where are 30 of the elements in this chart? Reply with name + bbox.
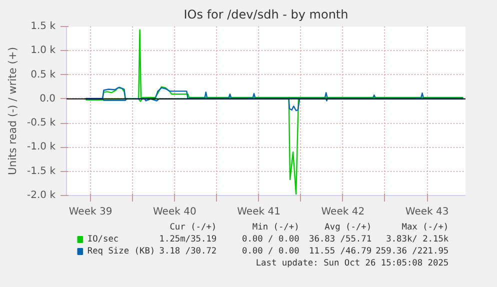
text: Max (-/+) — [402, 222, 449, 232]
y-tick-label: 1.5 k — [30, 21, 56, 32]
y-tick-label: 0.0 — [40, 93, 56, 104]
text: 0.00 / 0.00 — [242, 234, 300, 244]
x-tick-label: Week 41 — [237, 206, 280, 218]
y-tick-label: -1.5 k — [27, 166, 56, 177]
text: 36.83 /55.71 — [309, 234, 372, 244]
text: 3.18 /30.72 — [159, 246, 217, 256]
y-tick-label: -1.0 k — [27, 142, 56, 153]
text: 0.00 / 0.00 — [242, 246, 300, 256]
text: 1.25m/35.19 — [159, 234, 217, 244]
chart-title: IOs for /dev/sdh - by month — [184, 8, 348, 22]
x-tick-label: Week 40 — [153, 206, 196, 218]
text: Min (-/+) — [252, 222, 300, 232]
legend-label: IO/sec — [87, 234, 119, 244]
x-tick-label: Week 42 — [321, 206, 365, 218]
text: Avg (-/+) — [324, 222, 372, 232]
text: 11.55 /46.79 — [309, 246, 372, 256]
y-tick-label: 0.5 k — [30, 69, 56, 80]
x-tick-label: Week 43 — [405, 206, 449, 218]
y-axis-title: Units read (-) / write (+) — [6, 47, 20, 175]
text: 259.36 /221.95 — [376, 246, 449, 256]
text: Last update: Sun Oct 26 15:05:08 2025 — [256, 258, 449, 268]
y-tick-label: -0.5 k — [27, 118, 56, 129]
y-tick-label: 1.0 k — [30, 45, 56, 56]
y-tick-label: -2.0 k — [27, 190, 56, 201]
text: 3.83k/ 2.15k — [386, 234, 450, 244]
text: Cur (-/+) — [170, 222, 217, 232]
legend-label: Req Size (KB) — [87, 246, 156, 256]
x-tick-label: Week 39 — [68, 206, 112, 218]
